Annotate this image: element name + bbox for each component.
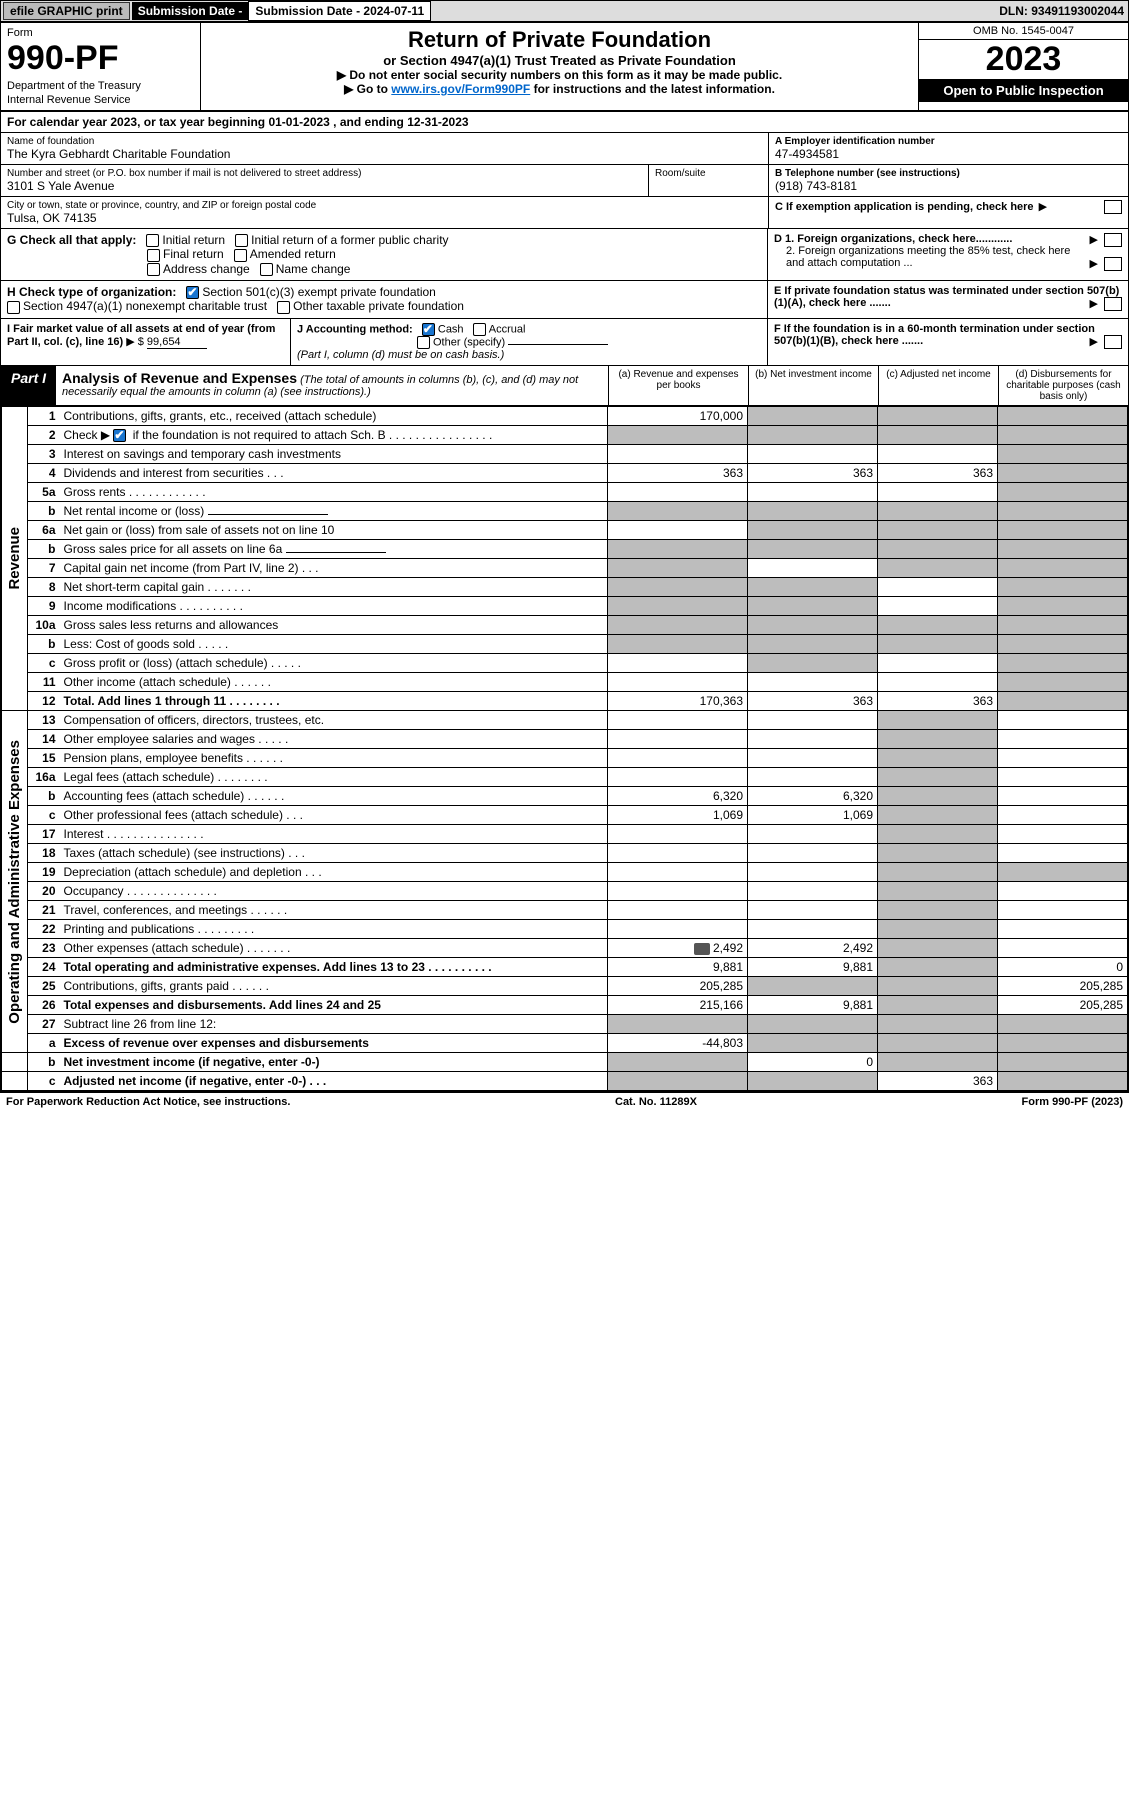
g-label: G Check all that apply:: [7, 233, 136, 247]
ein-label: A Employer identification number: [775, 136, 1122, 147]
col-a-header: (a) Revenue and expenses per books: [608, 366, 748, 405]
d2-checkbox[interactable]: [1104, 257, 1122, 271]
e-checkbox[interactable]: [1104, 297, 1122, 311]
col-c-header: (c) Adjusted net income: [878, 366, 998, 405]
revenue-side-label: Revenue: [6, 527, 23, 590]
i-label: I Fair market value of all assets at end…: [7, 323, 275, 348]
col-b-header: (b) Net investment income: [748, 366, 878, 405]
g-amended-checkbox[interactable]: [234, 249, 247, 262]
g-initial-former-checkbox[interactable]: [235, 234, 248, 247]
ein: 47-4934581: [775, 147, 1122, 161]
j-cash-checkbox[interactable]: [422, 323, 435, 336]
calendar-year: For calendar year 2023, or tax year begi…: [1, 112, 1128, 133]
g-address-change-checkbox[interactable]: [147, 263, 160, 276]
room-suite-label: Room/suite: [648, 165, 768, 196]
form-label: Form: [7, 27, 194, 39]
addr-label: Number and street (or P.O. box number if…: [7, 168, 642, 179]
j-other-checkbox[interactable]: [417, 336, 430, 349]
city-label: City or town, state or province, country…: [7, 200, 762, 211]
open-inspection: Open to Public Inspection: [919, 79, 1128, 102]
c-label: C If exemption application is pending, c…: [775, 201, 1034, 213]
submission-date: Submission Date - 2024-07-11: [248, 1, 431, 21]
d1-label: D 1. Foreign organizations, check here..…: [774, 233, 1012, 245]
d1-checkbox[interactable]: [1104, 233, 1122, 247]
d2-label: 2. Foreign organizations meeting the 85%…: [786, 245, 1070, 269]
form-number: 990-PF: [7, 39, 194, 78]
dept-treasury: Department of the Treasury: [7, 80, 194, 92]
part1-title: Analysis of Revenue and Expenses: [62, 370, 297, 386]
f-label: F If the foundation is in a 60-month ter…: [774, 323, 1095, 347]
g-initial-return-checkbox[interactable]: [146, 234, 159, 247]
footer: For Paperwork Reduction Act Notice, see …: [0, 1092, 1129, 1111]
part1-table: Revenue 1Contributions, gifts, grants, e…: [1, 406, 1128, 1091]
h-other-taxable-checkbox[interactable]: [277, 301, 290, 314]
efile-button[interactable]: efile GRAPHIC print: [3, 2, 130, 20]
phone: (918) 743-8181: [775, 179, 1122, 193]
dept-irs: Internal Revenue Service: [7, 94, 194, 106]
i-value: 99,654: [147, 336, 207, 349]
submission-label: Submission Date -: [132, 2, 249, 20]
phone-label: B Telephone number (see instructions): [775, 168, 1122, 179]
form-title: Return of Private Foundation: [207, 27, 912, 53]
form-frame: Form 990-PF Department of the Treasury I…: [0, 22, 1129, 1092]
h-501c3-checkbox[interactable]: [186, 286, 199, 299]
expenses-side-label: Operating and Administrative Expenses: [6, 740, 23, 1024]
j-accrual-checkbox[interactable]: [473, 323, 486, 336]
j-note: (Part I, column (d) must be on cash basi…: [297, 349, 761, 361]
form-footer-right: Form 990-PF (2023): [1022, 1096, 1123, 1108]
paperwork-notice: For Paperwork Reduction Act Notice, see …: [6, 1096, 290, 1108]
c-checkbox[interactable]: [1104, 200, 1122, 214]
form-subtitle: or Section 4947(a)(1) Trust Treated as P…: [207, 53, 912, 68]
dln: DLN: 93491193002044: [999, 4, 1128, 18]
h-label: H Check type of organization:: [7, 285, 176, 299]
tax-year: 2023: [919, 40, 1128, 79]
street-address: 3101 S Yale Avenue: [7, 179, 642, 193]
h-4947-checkbox[interactable]: [7, 301, 20, 314]
irs-link[interactable]: www.irs.gov/Form990PF: [391, 82, 530, 96]
foundation-name: The Kyra Gebhardt Charitable Foundation: [7, 147, 762, 161]
j-label: J Accounting method:: [297, 323, 413, 335]
city-state-zip: Tulsa, OK 74135: [7, 211, 762, 225]
g-name-change-checkbox[interactable]: [260, 263, 273, 276]
form-note2: ▶ Go to www.irs.gov/Form990PF for instru…: [207, 82, 912, 96]
top-bar: efile GRAPHIC print Submission Date - Su…: [0, 0, 1129, 22]
schb-checkbox[interactable]: [113, 429, 126, 442]
g-final-return-checkbox[interactable]: [147, 249, 160, 262]
e-label: E If private foundation status was termi…: [774, 285, 1119, 309]
f-checkbox[interactable]: [1104, 335, 1122, 349]
omb-number: OMB No. 1545-0047: [919, 23, 1128, 40]
form-note1: ▶ Do not enter social security numbers o…: [207, 68, 912, 82]
col-d-header: (d) Disbursements for charitable purpose…: [998, 366, 1128, 405]
cat-no: Cat. No. 11289X: [290, 1096, 1021, 1108]
name-label: Name of foundation: [7, 136, 762, 147]
part1-label: Part I: [1, 366, 56, 405]
schedule-icon[interactable]: [694, 943, 710, 955]
